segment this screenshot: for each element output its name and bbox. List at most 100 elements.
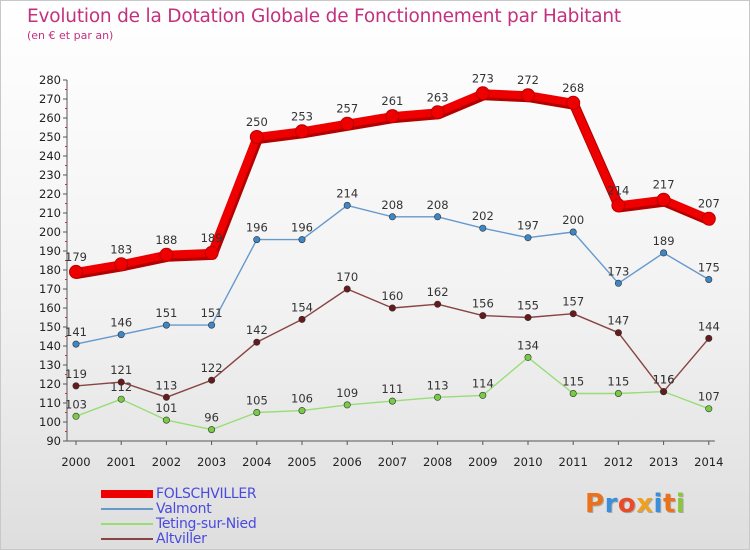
data-point xyxy=(159,247,174,262)
data-point xyxy=(705,334,713,342)
data-label: 208 xyxy=(427,198,449,212)
data-label: 188 xyxy=(155,233,177,247)
data-label: 121 xyxy=(110,363,132,377)
data-label: 122 xyxy=(201,361,223,375)
data-label: 261 xyxy=(381,94,403,108)
logo-letter: r xyxy=(604,489,618,519)
y-tick-label: 170 xyxy=(39,282,61,296)
data-point xyxy=(434,393,442,401)
x-tick-label: 2004 xyxy=(242,455,271,469)
x-tick-label: 2014 xyxy=(694,455,723,469)
data-point xyxy=(298,315,306,323)
x-tick-label: 2007 xyxy=(378,455,407,469)
data-point xyxy=(117,331,125,339)
x-tick-label: 2011 xyxy=(559,455,588,469)
legend-item: Valmont xyxy=(101,501,361,517)
data-label: 147 xyxy=(607,314,629,328)
x-tick-label: 2005 xyxy=(287,455,316,469)
data-point xyxy=(208,376,216,384)
data-point xyxy=(434,300,442,308)
data-point xyxy=(388,213,396,221)
data-point xyxy=(569,310,577,318)
data-point xyxy=(614,389,622,397)
data-label: 175 xyxy=(698,261,720,275)
data-point xyxy=(569,389,577,397)
data-point xyxy=(162,321,170,329)
data-point xyxy=(72,412,80,420)
data-label: 217 xyxy=(653,178,675,192)
y-tick-label: 90 xyxy=(46,434,61,448)
x-tick-label: 2001 xyxy=(107,455,136,469)
data-label: 116 xyxy=(653,373,675,387)
data-point xyxy=(249,130,264,144)
data-point xyxy=(343,401,351,409)
data-label: 207 xyxy=(698,197,720,211)
legend-label: Teting-sur-Nied xyxy=(156,516,257,532)
data-label: 202 xyxy=(472,209,494,223)
data-label: 144 xyxy=(698,319,720,333)
data-point xyxy=(162,393,170,401)
data-label: 214 xyxy=(336,186,358,200)
y-tick-label: 110 xyxy=(39,396,61,410)
data-label: 189 xyxy=(653,234,675,248)
data-point xyxy=(340,116,355,131)
legend-label: Valmont xyxy=(156,501,212,517)
data-point xyxy=(253,408,261,416)
data-label: 142 xyxy=(246,323,268,337)
data-label: 146 xyxy=(110,316,132,330)
y-tick-label: 100 xyxy=(39,415,61,429)
data-label: 134 xyxy=(517,338,539,352)
data-point xyxy=(611,198,626,213)
y-tick-label: 210 xyxy=(39,206,61,220)
data-point xyxy=(660,388,668,396)
x-tick-label: 2003 xyxy=(197,455,226,469)
data-point xyxy=(524,234,532,242)
data-point xyxy=(479,312,487,320)
data-point xyxy=(434,213,442,221)
data-label: 160 xyxy=(381,289,403,303)
data-label: 109 xyxy=(336,386,358,400)
x-tick-label: 2012 xyxy=(604,455,633,469)
data-label: 253 xyxy=(291,109,313,123)
data-point xyxy=(298,407,306,415)
data-point xyxy=(566,95,581,110)
data-label: 196 xyxy=(246,221,268,235)
data-label: 268 xyxy=(562,81,584,95)
data-label: 107 xyxy=(698,390,720,404)
data-label: 173 xyxy=(607,264,629,278)
data-point xyxy=(69,264,83,279)
data-label: 196 xyxy=(291,221,313,235)
data-label: 156 xyxy=(472,297,494,311)
y-tick-label: 280 xyxy=(39,73,61,87)
data-point xyxy=(72,382,80,390)
y-tick-label: 220 xyxy=(39,187,61,201)
y-tick-label: 200 xyxy=(39,225,61,239)
data-point xyxy=(479,391,487,399)
data-point xyxy=(253,338,261,346)
data-label: 151 xyxy=(155,306,177,320)
data-label: 197 xyxy=(517,219,539,233)
y-tick-label: 180 xyxy=(39,263,61,277)
data-label: 113 xyxy=(427,378,449,392)
y-tick-label: 260 xyxy=(39,111,61,125)
data-label: 101 xyxy=(155,401,177,415)
logo-letter: P xyxy=(585,489,605,519)
data-point xyxy=(656,192,671,207)
data-label: 250 xyxy=(246,115,268,129)
legend-item: FOLSCHVILLER xyxy=(101,486,361,502)
data-point xyxy=(385,109,400,124)
data-point xyxy=(295,124,309,139)
data-label: 157 xyxy=(562,295,584,309)
x-tick-label: 2002 xyxy=(152,455,181,469)
x-tick-label: 2010 xyxy=(513,455,542,469)
data-point xyxy=(204,245,219,260)
proxiti-logo: Proxiti xyxy=(585,489,685,519)
data-label: 115 xyxy=(607,375,629,389)
data-label: 111 xyxy=(381,382,403,396)
data-label: 113 xyxy=(155,378,177,392)
legend-swatch xyxy=(101,523,153,525)
data-label: 106 xyxy=(291,392,313,406)
legend-swatch xyxy=(101,508,153,510)
data-point xyxy=(660,249,668,257)
